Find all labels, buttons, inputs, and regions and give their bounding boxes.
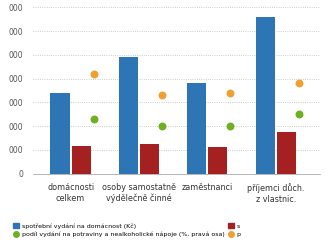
- Point: [228, 91, 233, 95]
- Legend: spotřební vydání na domácnost (Kč), podíl vydání na potraviny a nealkoholické ná: spotřební vydání na domácnost (Kč), podí…: [13, 223, 241, 237]
- Bar: [277, 132, 296, 174]
- Bar: [208, 148, 227, 174]
- Point: [91, 117, 96, 121]
- Bar: [187, 83, 206, 174]
- Bar: [119, 57, 138, 174]
- Point: [228, 124, 233, 128]
- Bar: [255, 17, 275, 174]
- Bar: [72, 146, 91, 174]
- Bar: [50, 93, 70, 174]
- Point: [159, 124, 165, 128]
- Bar: [140, 144, 159, 174]
- Point: [296, 112, 301, 116]
- Point: [296, 81, 301, 85]
- Point: [91, 72, 96, 76]
- Point: [159, 93, 165, 97]
